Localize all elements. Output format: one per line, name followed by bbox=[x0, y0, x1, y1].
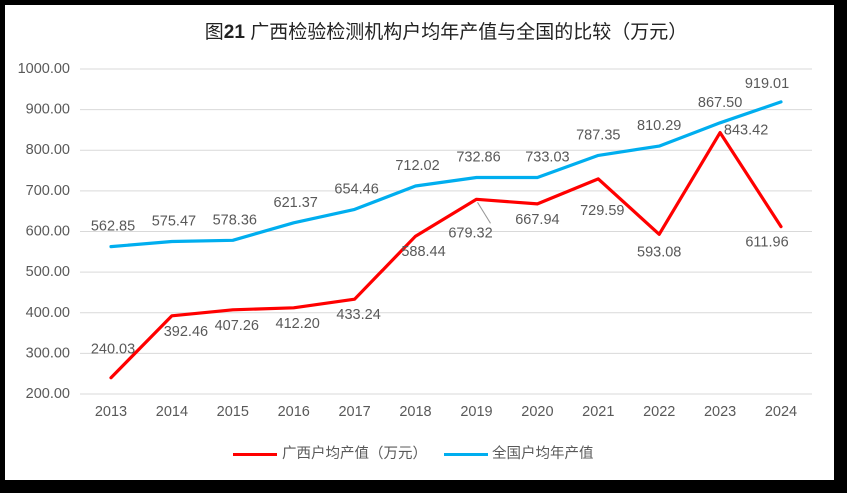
svg-text:2022: 2022 bbox=[643, 404, 675, 420]
svg-text:733.03: 733.03 bbox=[525, 150, 569, 166]
svg-text:562.85: 562.85 bbox=[91, 219, 135, 235]
svg-text:392.46: 392.46 bbox=[164, 324, 208, 340]
svg-text:900.00: 900.00 bbox=[26, 102, 70, 118]
svg-text:729.59: 729.59 bbox=[580, 203, 624, 219]
svg-text:679.32: 679.32 bbox=[448, 225, 492, 241]
svg-text:919.01: 919.01 bbox=[745, 76, 789, 92]
svg-text:2017: 2017 bbox=[338, 404, 370, 420]
svg-text:240.03: 240.03 bbox=[91, 342, 135, 358]
svg-text:787.35: 787.35 bbox=[576, 127, 620, 143]
svg-text:1000.00: 1000.00 bbox=[18, 61, 70, 77]
svg-text:2014: 2014 bbox=[156, 404, 188, 420]
svg-text:500.00: 500.00 bbox=[26, 264, 70, 280]
svg-text:433.24: 433.24 bbox=[336, 307, 380, 323]
svg-text:407.26: 407.26 bbox=[215, 318, 259, 334]
svg-text:712.02: 712.02 bbox=[395, 158, 439, 174]
svg-text:593.08: 593.08 bbox=[637, 244, 681, 260]
svg-text:300.00: 300.00 bbox=[26, 345, 70, 361]
svg-text:867.50: 867.50 bbox=[698, 95, 742, 111]
svg-text:700.00: 700.00 bbox=[26, 183, 70, 199]
svg-text:600.00: 600.00 bbox=[26, 224, 70, 240]
svg-text:2023: 2023 bbox=[704, 404, 736, 420]
svg-text:2016: 2016 bbox=[278, 404, 310, 420]
svg-text:2020: 2020 bbox=[521, 404, 553, 420]
svg-text:2015: 2015 bbox=[217, 404, 249, 420]
svg-text:578.36: 578.36 bbox=[213, 212, 257, 228]
svg-text:621.37: 621.37 bbox=[274, 195, 318, 211]
svg-text:654.46: 654.46 bbox=[334, 181, 378, 197]
svg-text:575.47: 575.47 bbox=[152, 214, 196, 230]
svg-text:2024: 2024 bbox=[765, 404, 797, 420]
svg-text:2013: 2013 bbox=[95, 404, 127, 420]
svg-text:412.20: 412.20 bbox=[276, 316, 320, 332]
svg-text:2021: 2021 bbox=[582, 404, 614, 420]
svg-text:2019: 2019 bbox=[460, 404, 492, 420]
svg-text:667.94: 667.94 bbox=[515, 212, 559, 228]
svg-text:200.00: 200.00 bbox=[26, 386, 70, 402]
svg-text:843.42: 843.42 bbox=[724, 123, 768, 139]
svg-text:400.00: 400.00 bbox=[26, 305, 70, 321]
svg-text:611.96: 611.96 bbox=[745, 235, 788, 251]
svg-text:732.86: 732.86 bbox=[456, 150, 500, 166]
svg-text:588.44: 588.44 bbox=[401, 244, 445, 260]
svg-text:2018: 2018 bbox=[399, 404, 431, 420]
svg-text:800.00: 800.00 bbox=[26, 142, 70, 158]
svg-text:810.29: 810.29 bbox=[637, 118, 681, 134]
